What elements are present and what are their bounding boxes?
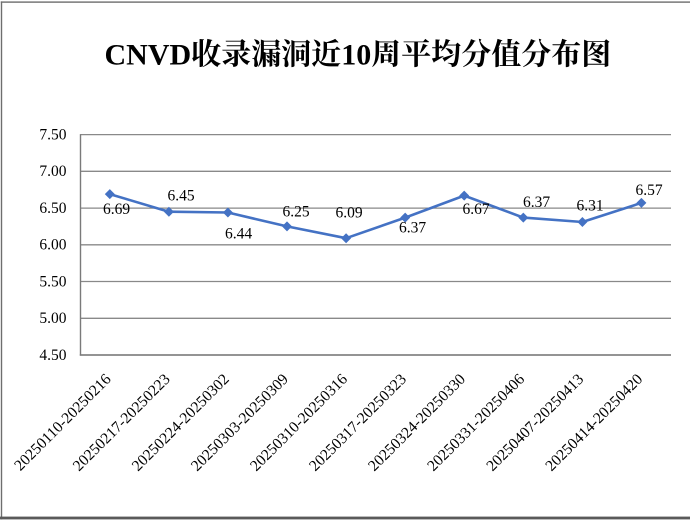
svg-text:6.44: 6.44 [225,226,252,243]
svg-text:5.50: 5.50 [39,273,66,290]
svg-text:6.09: 6.09 [335,205,362,222]
svg-text:6.57: 6.57 [635,182,662,199]
svg-text:6.37: 6.37 [523,194,550,211]
svg-text:7.50: 7.50 [39,126,66,143]
svg-text:6.00: 6.00 [39,237,66,254]
svg-text:6.50: 6.50 [39,200,66,217]
svg-text:6.45: 6.45 [167,187,194,204]
svg-text:6.67: 6.67 [462,201,489,218]
svg-text:10: 10 [341,38,371,71]
svg-text:6.25: 6.25 [282,204,309,221]
svg-text:6.31: 6.31 [576,198,603,215]
svg-text:6.37: 6.37 [399,220,426,237]
svg-text:5.00: 5.00 [39,310,66,327]
svg-text:7.00: 7.00 [39,163,66,180]
svg-text:6.69: 6.69 [103,201,130,218]
svg-text:4.50: 4.50 [39,347,66,364]
svg-text:CNVD: CNVD [105,38,192,71]
